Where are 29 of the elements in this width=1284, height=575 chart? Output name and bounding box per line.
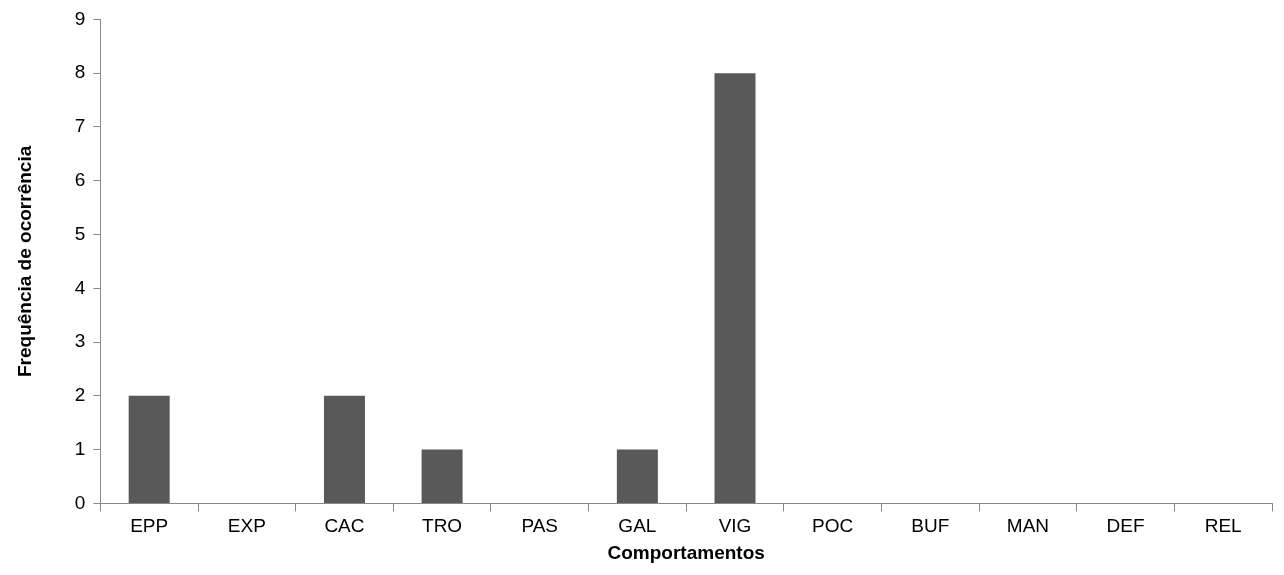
x-tick-label: VIG — [718, 515, 752, 537]
bar — [421, 449, 463, 503]
y-axis-title: Frequência de ocorrência — [13, 145, 35, 378]
y-tick-label: 9 — [74, 7, 86, 29]
y-tick-label: 7 — [74, 115, 86, 137]
x-tick-label: PAS — [521, 515, 559, 537]
x-tick-label: BUF — [911, 515, 950, 537]
y-tick-label: 5 — [74, 222, 86, 244]
bar — [128, 395, 170, 503]
x-tick-label: TRO — [422, 515, 463, 537]
x-tick-label: GAL — [618, 515, 657, 537]
bar — [616, 449, 658, 503]
y-tick-label: 4 — [74, 276, 86, 298]
bar — [714, 73, 756, 503]
x-tick-label: DEF — [1106, 515, 1145, 537]
x-tick-label: POC — [812, 515, 854, 537]
x-axis-title: Comportamentos — [607, 541, 765, 563]
x-tick-label: REL — [1204, 515, 1242, 537]
x-tick-label: EXP — [227, 515, 266, 537]
x-tick-label: EPP — [130, 515, 169, 537]
x-tick-label: CAC — [324, 515, 365, 537]
x-tick-label: MAN — [1006, 515, 1050, 537]
y-tick-label: 6 — [74, 168, 86, 190]
y-tick-label: 2 — [74, 384, 86, 406]
bar — [323, 395, 365, 503]
y-tick-label: 0 — [74, 491, 86, 513]
y-tick-label: 1 — [74, 437, 86, 459]
y-tick-label: 3 — [74, 330, 86, 352]
y-tick-label: 8 — [74, 61, 86, 83]
